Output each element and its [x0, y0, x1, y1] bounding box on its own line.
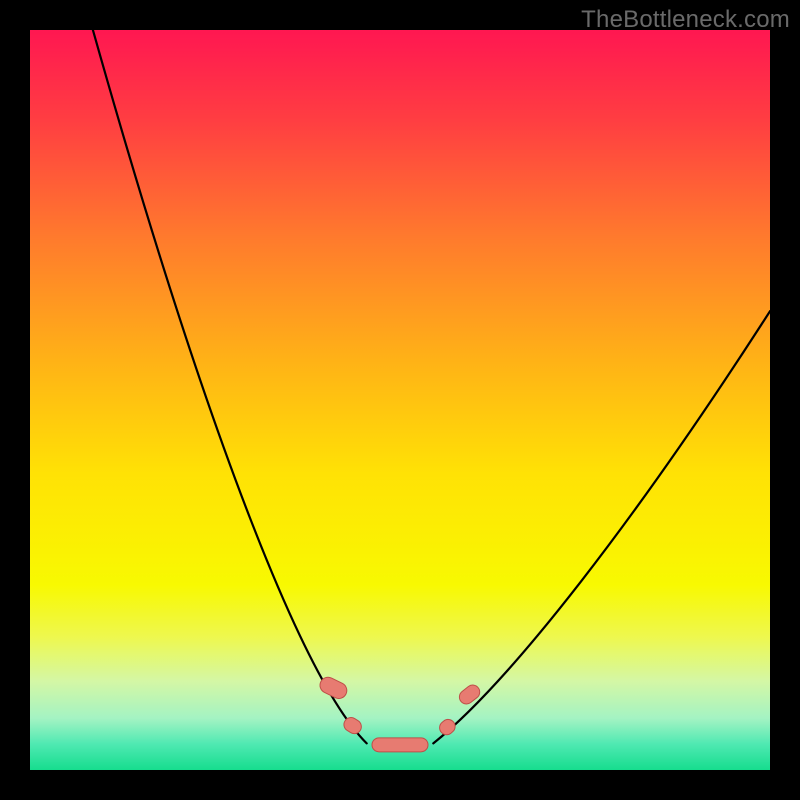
plot-area: [30, 30, 770, 770]
marker-4: [457, 682, 483, 707]
marker-3: [437, 717, 458, 738]
curve-left: [93, 30, 367, 743]
marker-2: [372, 738, 428, 752]
stage: TheBottleneck.com: [0, 0, 800, 800]
chart-overlay-svg: [30, 30, 770, 770]
curve-right: [433, 311, 770, 743]
